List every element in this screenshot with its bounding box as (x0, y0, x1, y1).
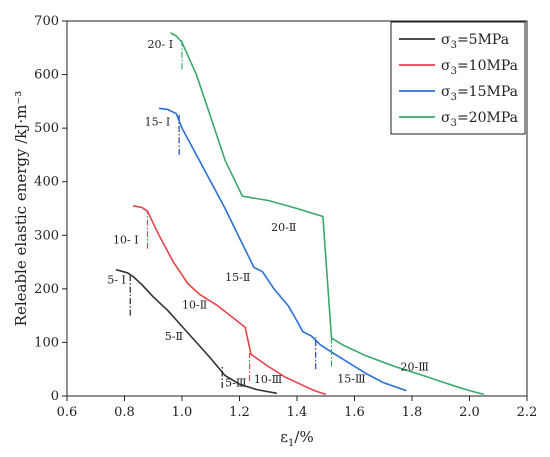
legend-label-3: σ3=20MPa (441, 110, 518, 129)
series-layer (115, 32, 485, 396)
x-tick-label: 2.2 (517, 405, 538, 420)
chart-axes: 0.6 0.8 1.0 1.2 1.4 1.6 1.8 2.0 2.2 0 100 200 300 400… (12, 14, 537, 449)
legend-label-2: σ3=15MPa (441, 84, 518, 103)
x-tick-label: 1.6 (344, 405, 365, 420)
legend-label-0: σ3=5MPa (441, 32, 509, 51)
series-line-2 (158, 107, 407, 392)
y-tick-label: 700 (34, 14, 59, 29)
x-axis-label-suffix: /% (294, 428, 313, 446)
stage-marker-label: 10-Ⅲ (254, 373, 282, 386)
stage-marker-label: 15- Ⅰ (145, 115, 171, 128)
stage-marker-label: 20- Ⅰ (148, 38, 174, 51)
legend-label-base: σ (441, 32, 451, 48)
x-tick-label: 1.0 (172, 405, 193, 420)
y-tick-label: 400 (34, 175, 59, 190)
annotation-layer: 5-Ⅱ 10-Ⅱ 15-Ⅱ 20-Ⅱ (165, 221, 297, 343)
x-tick-label: 0.6 (57, 405, 78, 420)
stage-annotation: 15-Ⅱ (225, 271, 250, 284)
x-tick-label: 0.8 (114, 405, 135, 420)
legend-label-suffix: =15MPa (457, 84, 518, 100)
stage-marker-label: 5-Ⅲ (225, 376, 246, 389)
legend-box (390, 21, 526, 135)
x-tick-label: 2.0 (459, 405, 480, 420)
stage-marker-label: 10- Ⅰ (113, 233, 139, 246)
y-tick-label: 600 (34, 68, 59, 83)
legend-label-suffix: =20MPa (457, 110, 518, 126)
x-tick-label: 1.2 (229, 405, 250, 420)
stage-marker-label: 5- Ⅰ (107, 274, 126, 287)
y-tick-label: 0 (51, 389, 59, 404)
legend-label-base: σ (441, 58, 451, 74)
series-line-1 (132, 205, 327, 396)
legend-label-suffix: =5MPa (457, 32, 509, 48)
x-axis-label-sub: 1 (288, 438, 294, 449)
x-axis-label: ε1/% (280, 428, 313, 449)
stage-annotation: 20-Ⅱ (271, 221, 296, 234)
legend-label-sub: 3 (451, 92, 457, 103)
x-axis-label-base: ε (280, 428, 288, 446)
legend-label-base: σ (441, 84, 451, 100)
legend-label-sub: 3 (451, 66, 457, 77)
stage-marker-label: 15-Ⅲ (337, 373, 365, 386)
y-tick-label: 500 (34, 121, 59, 136)
series-line-0 (115, 268, 278, 395)
x-tick-label: 1.8 (402, 405, 423, 420)
y-tick-label: 300 (34, 228, 59, 243)
legend-label-sub: 3 (451, 40, 457, 51)
stage-annotation: 10-Ⅱ (182, 299, 207, 312)
x-tick-label: 1.4 (287, 405, 308, 420)
legend-label-sub: 3 (451, 118, 457, 129)
y-tick-label: 100 (34, 335, 59, 350)
series-line-3 (170, 32, 485, 396)
y-axis-label: Releable elastic energy /kJ·m⁻³ (12, 91, 30, 327)
legend-label-1: σ3=10MPa (441, 58, 518, 77)
marker-layer: 5- Ⅰ 5-Ⅲ 10- Ⅰ 10-Ⅲ 15- Ⅰ 15-Ⅲ 20- Ⅰ 20-Ⅲ (107, 38, 429, 390)
legend-label-base: σ (441, 110, 451, 126)
stage-marker-label: 20-Ⅲ (401, 360, 429, 373)
stage-annotation: 5-Ⅱ (165, 330, 183, 343)
y-tick-label: 200 (34, 282, 59, 297)
legend-label-suffix: =10MPa (457, 58, 518, 74)
